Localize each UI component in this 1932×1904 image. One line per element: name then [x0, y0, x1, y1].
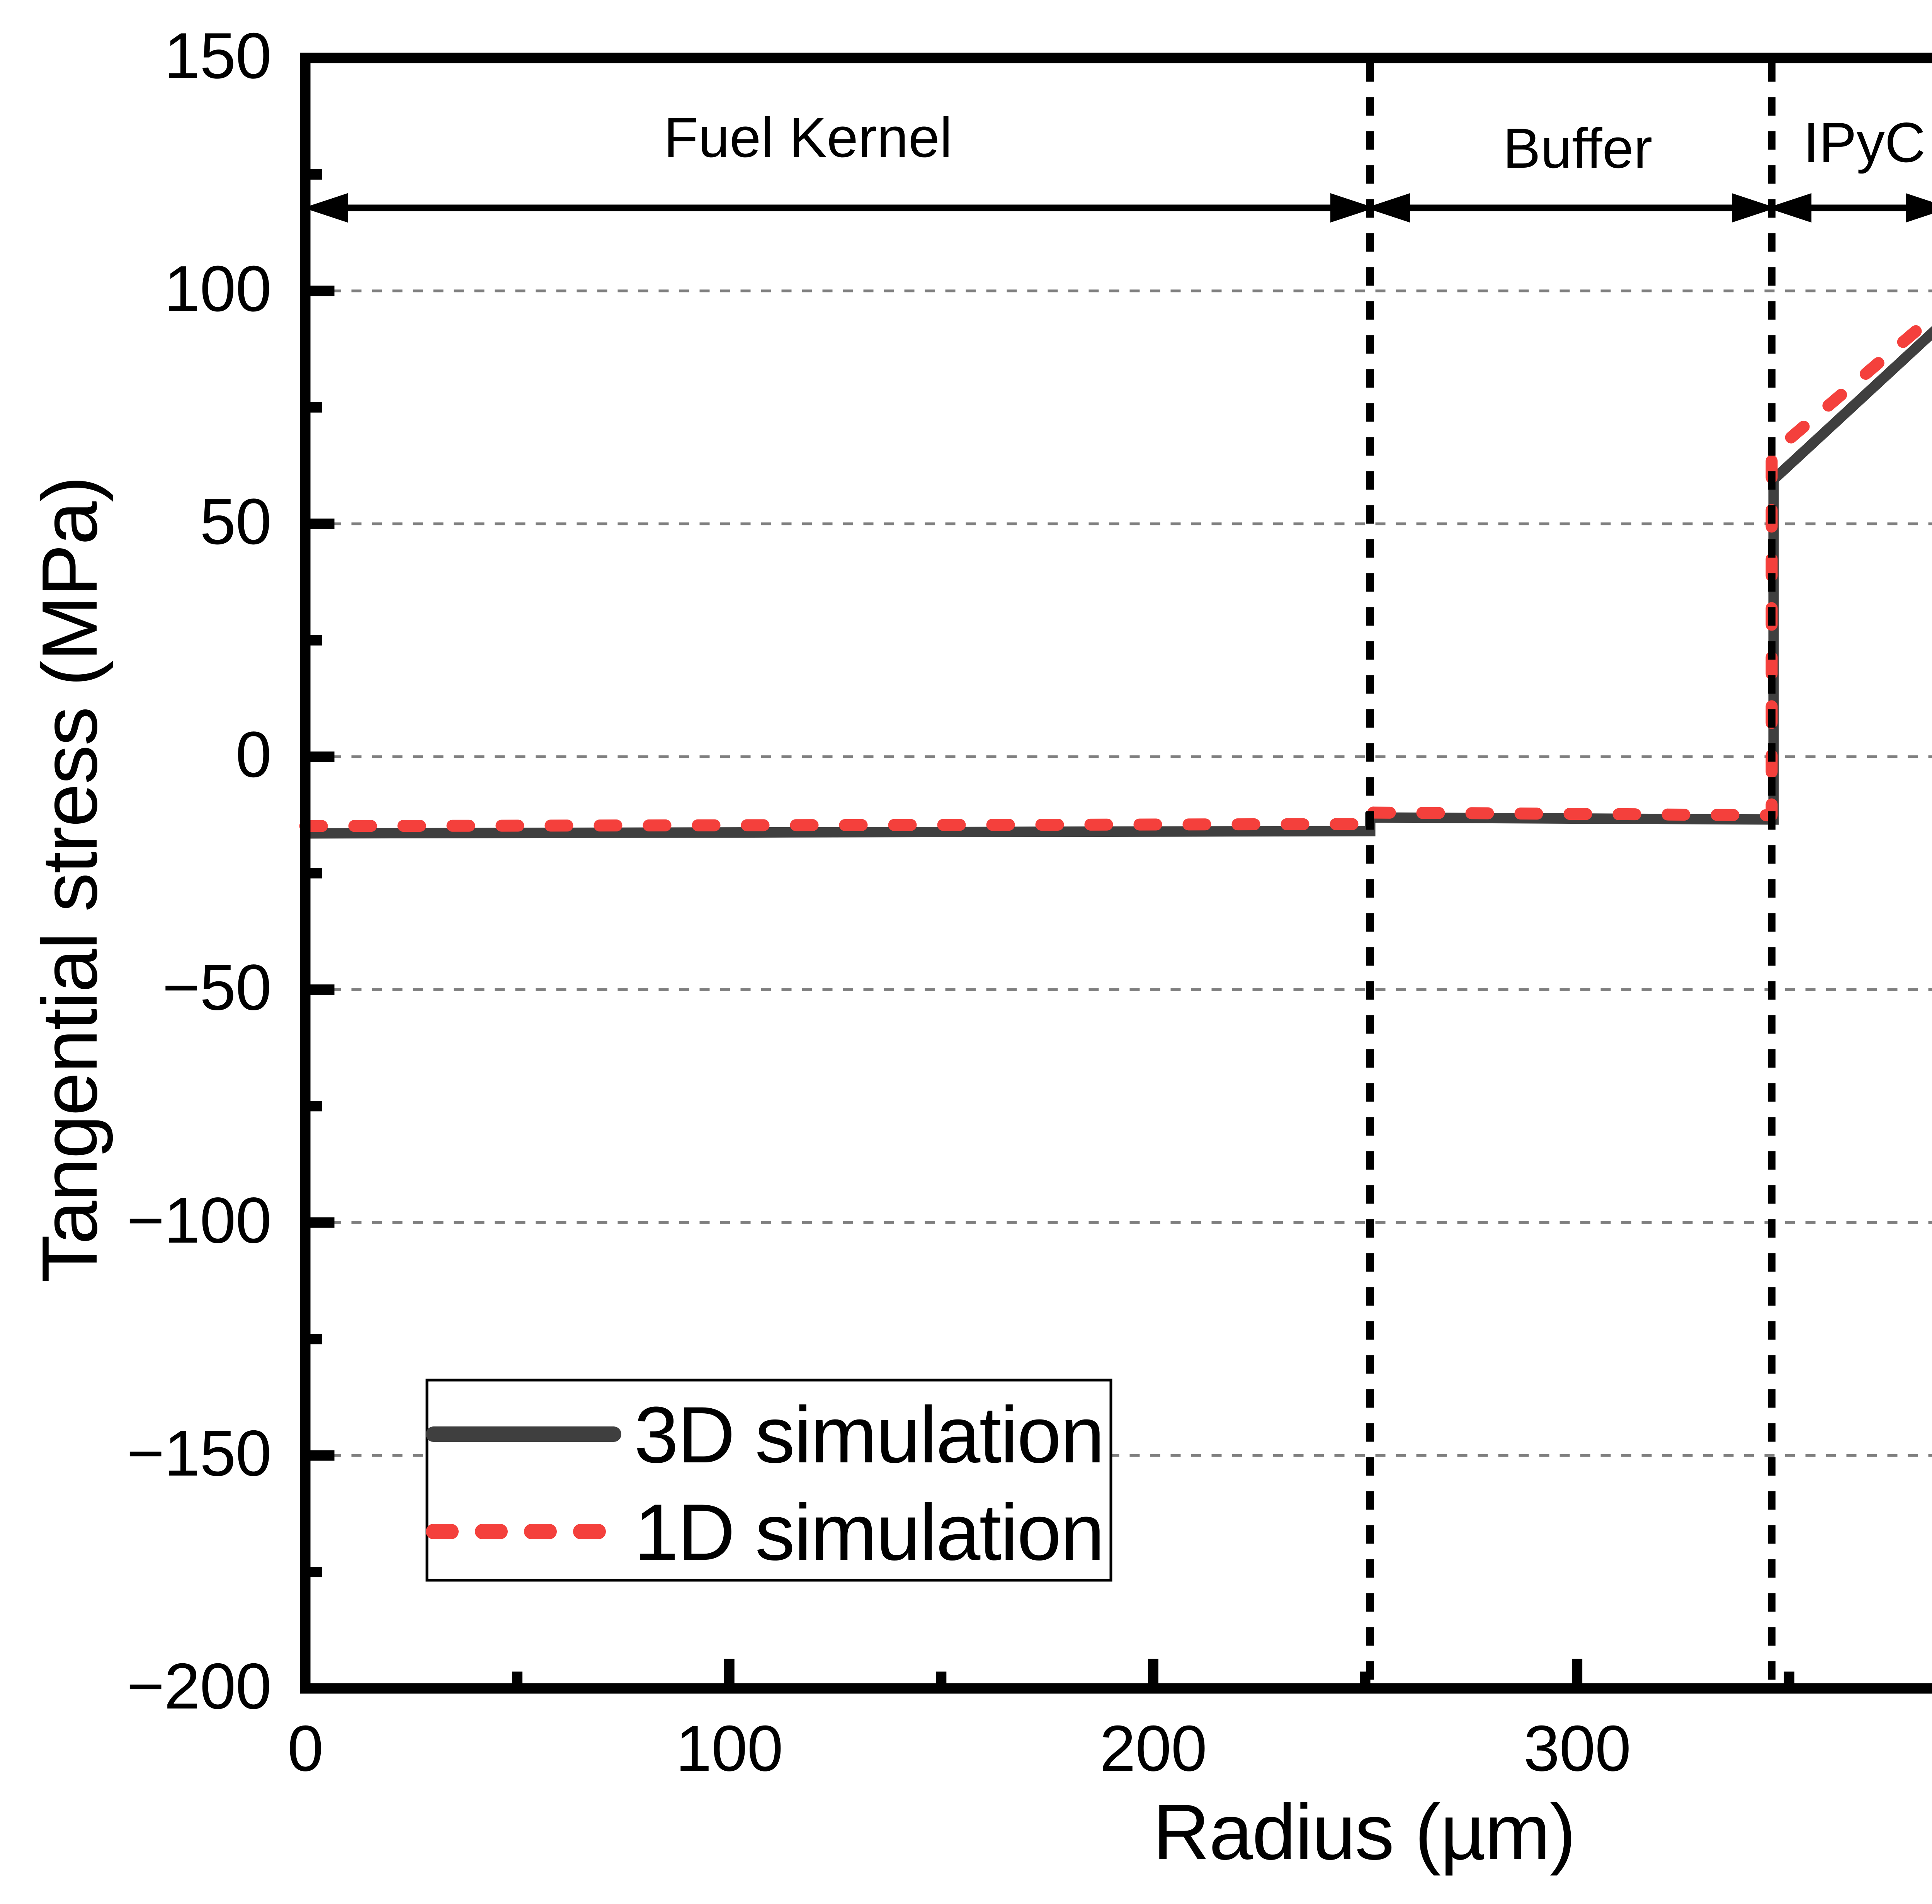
- svg-text:100: 100: [164, 252, 271, 325]
- svg-text:IPyC: IPyC: [1803, 111, 1925, 174]
- svg-text:−150: −150: [127, 1417, 271, 1489]
- svg-text:0: 0: [236, 718, 271, 791]
- svg-text:−200: −200: [127, 1650, 271, 1722]
- svg-text:Radius (µm): Radius (µm): [1153, 1788, 1575, 1876]
- svg-text:Fuel Kernel: Fuel Kernel: [664, 106, 952, 169]
- svg-text:200: 200: [1100, 1712, 1207, 1785]
- svg-text:Buffer: Buffer: [1503, 117, 1653, 180]
- svg-text:150: 150: [164, 19, 271, 92]
- svg-text:−50: −50: [162, 951, 271, 1023]
- svg-text:300: 300: [1524, 1712, 1631, 1785]
- svg-text:Tangential stress (MPa): Tangential stress (MPa): [26, 477, 114, 1283]
- svg-text:100: 100: [676, 1712, 783, 1785]
- svg-text:1D simulation: 1D simulation: [634, 1488, 1104, 1577]
- svg-text:0: 0: [287, 1712, 323, 1785]
- svg-text:50: 50: [200, 485, 271, 558]
- svg-text:3D simulation: 3D simulation: [634, 1390, 1104, 1479]
- svg-text:−100: −100: [127, 1184, 271, 1256]
